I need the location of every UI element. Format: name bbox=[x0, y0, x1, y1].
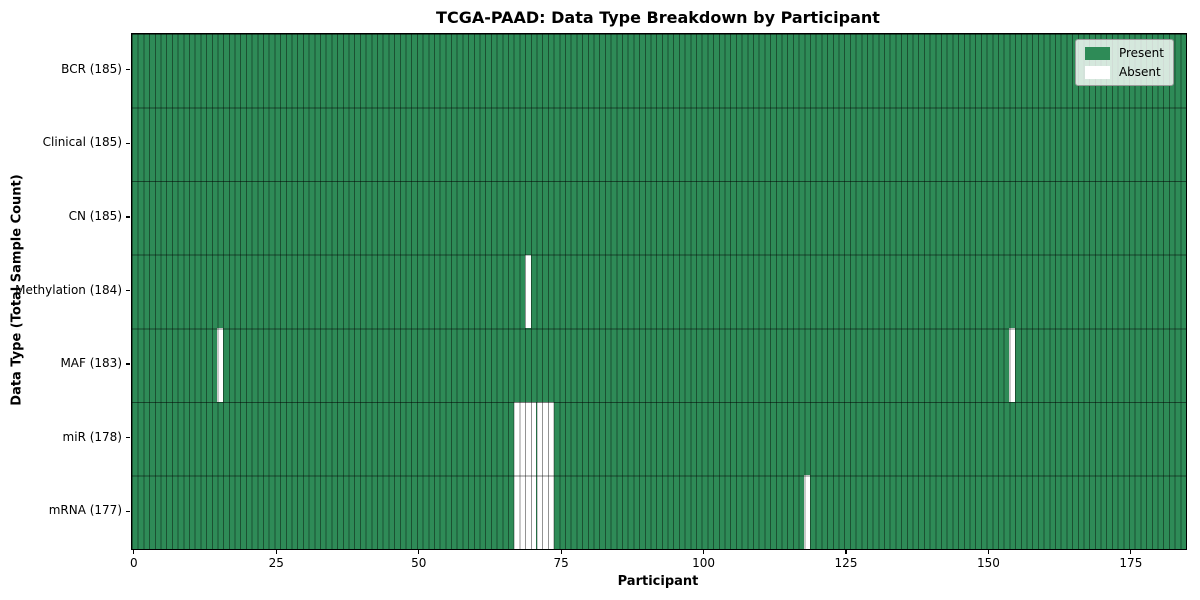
x-tick-mark bbox=[1130, 550, 1132, 554]
legend-entry-absent: Absent bbox=[1084, 65, 1164, 79]
chart-title: TCGA-PAAD: Data Type Breakdown by Partic… bbox=[436, 8, 880, 27]
y-tick-label-BCR: BCR (185) bbox=[61, 61, 122, 76]
x-tick-mark bbox=[702, 550, 705, 554]
absent-cell-mRNA-118 bbox=[804, 475, 810, 549]
y-tick-mark bbox=[126, 69, 130, 71]
y-tick-mark bbox=[126, 437, 130, 439]
x-tick-label-50: 50 bbox=[411, 556, 427, 570]
x-tick-label-0: 0 bbox=[130, 556, 138, 570]
y-tick-mark bbox=[126, 216, 130, 218]
y-tick-label-MAF: MAF (183) bbox=[60, 356, 122, 371]
legend: Present Absent bbox=[1074, 39, 1174, 86]
x-tick-mark bbox=[987, 550, 990, 554]
y-tick-label-miR: miR (178) bbox=[62, 429, 122, 444]
x-tick-mark bbox=[560, 550, 562, 554]
absent-cell-miR-73 bbox=[547, 401, 554, 476]
y-tick-label-Methylation: Methylation (184) bbox=[15, 282, 122, 297]
absent-cells-layer bbox=[132, 34, 1186, 549]
y-tick-mark bbox=[126, 142, 130, 144]
legend-entry-present: Present bbox=[1084, 46, 1164, 60]
x-tick-mark bbox=[845, 550, 847, 554]
y-tick-label-CN: CN (185) bbox=[68, 208, 122, 223]
x-tick-label-75: 75 bbox=[553, 556, 569, 570]
absent-cell-MAF-15 bbox=[217, 328, 224, 402]
absent-cell-MAF-154 bbox=[1009, 328, 1016, 402]
legend-label-present: Present bbox=[1118, 46, 1164, 60]
x-tick-label-175: 175 bbox=[1119, 556, 1143, 570]
absent-cell-mRNA-73 bbox=[547, 475, 554, 549]
x-tick-mark bbox=[133, 550, 135, 554]
plot-area: Present Absent bbox=[131, 33, 1187, 550]
absent-cell-Methylation-69 bbox=[525, 254, 531, 329]
x-tick-label-125: 125 bbox=[834, 556, 858, 570]
present-swatch bbox=[1084, 46, 1110, 60]
x-tick-label-150: 150 bbox=[976, 556, 1000, 570]
x-tick-label-100: 100 bbox=[692, 556, 716, 570]
x-tick-label-25: 25 bbox=[268, 556, 284, 570]
x-tick-mark bbox=[275, 550, 277, 554]
y-tick-mark bbox=[126, 363, 130, 365]
y-tick-label-mRNA: mRNA (177) bbox=[48, 503, 122, 518]
x-tick-mark bbox=[418, 550, 420, 554]
absent-swatch bbox=[1084, 65, 1110, 79]
y-tick-mark bbox=[126, 510, 130, 512]
x-axis-title: Participant bbox=[617, 574, 699, 589]
y-tick-label-Clinical: Clinical (185) bbox=[42, 135, 122, 150]
y-tick-mark bbox=[126, 289, 130, 292]
legend-label-absent: Absent bbox=[1118, 65, 1161, 79]
